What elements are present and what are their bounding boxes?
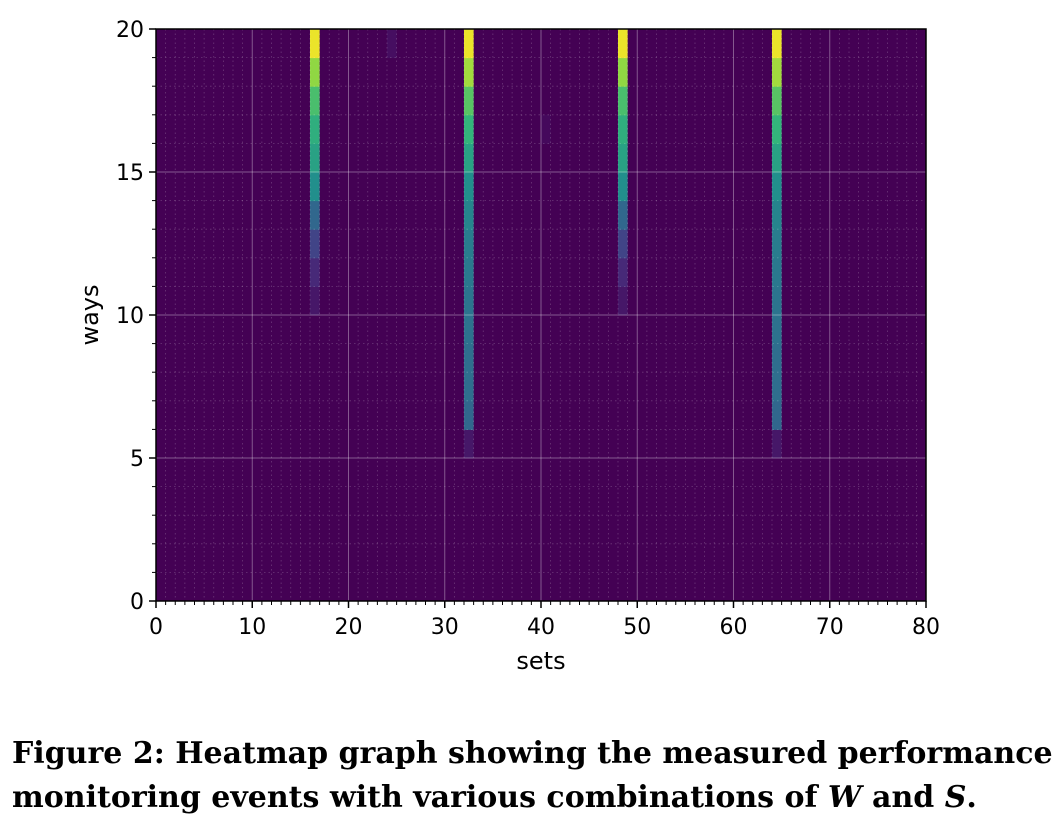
x-tick-label: 30 [431,615,459,640]
caption-line-2: monitoring events with various combinati… [12,776,1052,820]
y-axis-label: ways [76,284,104,345]
heatmap-cell [464,400,474,430]
heatmap-cell [618,143,628,173]
heatmap-cell [618,29,628,59]
y-tick-label: 10 [116,304,144,329]
heatmap-chart: 0 10 20 30 40 50 60 70 80 0 5 10 15 20 sets ways [76,18,940,675]
heatmap-cell [310,29,320,59]
x-tick-label: 60 [720,615,748,640]
heatmap-cell [618,114,628,144]
heatmap-cell [310,286,320,316]
heatmap-cell [464,315,474,345]
heatmap-cell [464,29,474,59]
heatmap-cell [772,286,782,316]
x-tick-label: 70 [816,615,844,640]
heatmap-cell [464,343,474,373]
y-tick-label: 5 [130,447,144,472]
heatmap-cell [464,86,474,116]
caption-variable-w: W [827,780,862,815]
heatmap-cell [464,114,474,144]
heatmap-cell [464,57,474,87]
heatmap-cell [464,372,474,402]
caption-line-2-prefix: monitoring events with various combinati… [12,780,828,815]
heatmap-cell [772,29,782,59]
heatmap-cell [310,57,320,87]
heatmap-cell [464,200,474,230]
heatmap-cell [618,229,628,259]
x-tick-label: 10 [238,615,266,640]
x-tick-label: 0 [149,615,163,640]
caption-period: . [966,780,977,815]
heatmap-cell [464,257,474,287]
heatmap-cell [772,114,782,144]
heatmap-cell [310,229,320,259]
tick-labels: 0 10 20 30 40 50 60 70 80 0 5 10 15 20 [116,18,940,640]
y-tick-label: 20 [116,18,144,43]
x-tick-label: 50 [623,615,651,640]
x-tick-label: 80 [912,615,940,640]
heatmap-cell [310,172,320,202]
major-grid [156,29,926,601]
heatmap-cell [772,143,782,173]
heatmap-cell [464,143,474,173]
heatmap-cell [772,400,782,430]
y-tick-label: 0 [130,590,144,615]
heatmap-cell [310,114,320,144]
heatmap-cell [618,86,628,116]
heatmap-cell [772,86,782,116]
minor-grid [156,29,926,601]
heatmap-cell [464,229,474,259]
caption-variable-s: S [944,780,967,815]
x-tick-label: 40 [527,615,555,640]
heatmap-cell [772,200,782,230]
heatmap-cell [772,343,782,373]
heatmap-cell [772,372,782,402]
heatmap-cell [310,143,320,173]
heatmap-cell [464,286,474,316]
heatmap-cells [310,29,782,459]
heatmap-cell [310,200,320,230]
caption-line-1: Figure 2: Heatmap graph showing the meas… [12,736,1053,771]
y-tick-label: 15 [116,161,144,186]
heatmap-cell [772,172,782,202]
heatmap-cell [772,429,782,459]
heatmap-cell [387,29,397,59]
x-tick-label: 20 [335,615,363,640]
heatmap-cell [618,286,628,316]
heatmap-cell [541,114,551,144]
heatmap-cell [772,57,782,87]
figure-caption: Figure 2: Heatmap graph showing the meas… [12,732,1053,820]
axis-ticks [149,28,927,608]
heatmap-cell [310,257,320,287]
heatmap-cell [310,86,320,116]
heatmap-cell [618,172,628,202]
heatmap-cell [772,229,782,259]
x-axis-label: sets [516,647,565,675]
heatmap-cell [618,200,628,230]
heatmap-cell [772,257,782,287]
caption-and: and [861,780,945,815]
heatmap-cell [618,257,628,287]
heatmap-cell [618,57,628,87]
heatmap-cell [464,172,474,202]
heatmap-cell [464,429,474,459]
heatmap-cell [772,315,782,345]
